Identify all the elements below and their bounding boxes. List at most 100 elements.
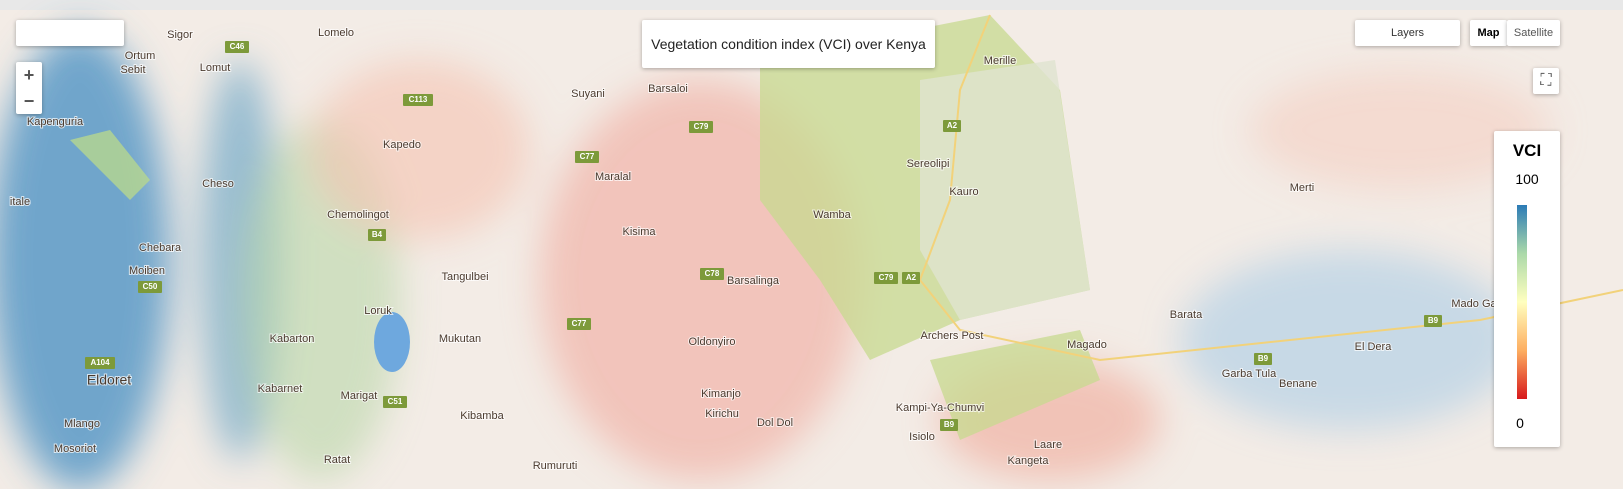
place-label: Sereolipi (907, 158, 950, 170)
road-label: A104 (90, 358, 110, 367)
place-label: Eldoret (87, 372, 131, 388)
place-label: Rumuruti (533, 460, 578, 472)
place-label: Oldonyiro (688, 336, 735, 348)
road-shield (138, 281, 162, 293)
place-label: Kabarton (270, 333, 315, 345)
place-label: Sebit (120, 64, 145, 76)
place-label: Tangulbei (441, 271, 488, 283)
road-label: C79 (879, 273, 894, 282)
place-label: Laare (1034, 439, 1062, 451)
place-label: Dol Dol (757, 417, 793, 429)
legend-max: 100 (1515, 171, 1539, 187)
place-label: Kangeta (1008, 455, 1050, 467)
place-label: Magado (1067, 339, 1107, 351)
place-label: Benane (1279, 378, 1317, 390)
place-label: Lomut (200, 62, 231, 74)
place-label: Wamba (813, 209, 851, 221)
layers-button[interactable]: Layers (1355, 20, 1460, 46)
road-shield (689, 121, 713, 133)
place-label: Garba Tula (1222, 368, 1277, 380)
place-label: Mado Ga (1451, 298, 1497, 310)
road-shield (225, 41, 249, 53)
place-label: Mukutan (439, 333, 481, 345)
road-label: B9 (944, 420, 955, 429)
place-label: El Dera (1355, 341, 1393, 353)
lake (374, 312, 410, 372)
vci-overlay (0, 30, 1550, 489)
map-button[interactable]: Map (1470, 20, 1507, 46)
place-label: Kirichu (705, 408, 739, 420)
place-label: Cheso (202, 178, 234, 190)
road-shield (874, 272, 898, 284)
road-label: B9 (1258, 354, 1269, 363)
place-label: Ratat (324, 454, 350, 466)
road-shield (902, 272, 920, 284)
road-shield (575, 151, 599, 163)
place-label: Barata (1170, 309, 1203, 321)
place-label: Moiben (129, 265, 165, 277)
road-label: C77 (572, 319, 587, 328)
place-label: Merille (984, 55, 1016, 67)
satellite-button[interactable]: Satellite (1507, 20, 1560, 46)
place-label: Lomelo (318, 27, 354, 39)
road-shield (85, 357, 115, 369)
road-label: C50 (143, 282, 158, 291)
place-label: Ortum (125, 50, 156, 62)
place-label: Kimanjo (701, 388, 741, 400)
place-label: Marigat (341, 390, 378, 402)
place-label: Loruk (364, 305, 392, 317)
road-label: C51 (388, 397, 403, 406)
road-label: C77 (580, 152, 595, 161)
place-label: Barsaloi (648, 83, 688, 95)
road-label: C113 (409, 95, 428, 104)
legend-min: 0 (1516, 415, 1524, 431)
road-label: A2 (906, 273, 917, 282)
road-shield (403, 94, 433, 106)
road-label: C46 (230, 42, 245, 51)
place-label: Chemolingot (327, 209, 389, 221)
road-shield (940, 419, 958, 431)
reserve-area (920, 60, 1090, 320)
legend-title: VCI (1512, 141, 1542, 160)
place-label: Barsalinga (727, 275, 780, 287)
drawing-tools[interactable] (16, 20, 124, 46)
road-shield (700, 268, 724, 280)
place-label: Isiolo (909, 431, 935, 443)
place-label: Kibamba (460, 410, 504, 422)
place-label: Sigor (167, 29, 193, 41)
road-shield (1424, 315, 1442, 327)
place-label: Mosoriot (54, 443, 96, 455)
place-label: Maralal (595, 171, 631, 183)
place-label: itale (10, 196, 30, 208)
road-shield (368, 229, 386, 241)
road-label: B9 (1428, 316, 1439, 325)
road (918, 14, 1623, 362)
reserve-area (930, 330, 1100, 440)
reserve-area (70, 130, 150, 200)
road-label: A2 (947, 121, 958, 130)
place-label: Archers Post (921, 330, 984, 342)
place-label: Kauro (949, 186, 978, 198)
map-title: Vegetation condition index (VCI) over Ke… (642, 20, 935, 68)
road-shield (567, 318, 591, 330)
place-label: Kapenguria (27, 116, 84, 128)
road-label: C78 (705, 269, 720, 278)
legend: VCI 100 0 (1494, 131, 1560, 447)
place-label: Mlango (64, 418, 100, 430)
legend-colorbar (1517, 205, 1527, 399)
place-label: Chebara (139, 242, 182, 254)
road-shield (943, 120, 961, 132)
road-label: C79 (694, 122, 709, 131)
place-label: Merti (1290, 182, 1314, 194)
road-shield (1254, 353, 1272, 365)
road-label: B4 (372, 230, 383, 239)
place-label: Kampi-Ya-Chumvi (896, 402, 984, 414)
place-label: Kisima (622, 226, 656, 238)
fullscreen-button[interactable]: ⛶ (1533, 68, 1559, 94)
road-shield (383, 396, 407, 408)
place-label: Kabarnet (258, 383, 303, 395)
place-label: Kapedo (383, 139, 421, 151)
top-bar (0, 0, 1623, 10)
zoom-control[interactable]: + − (16, 62, 42, 114)
